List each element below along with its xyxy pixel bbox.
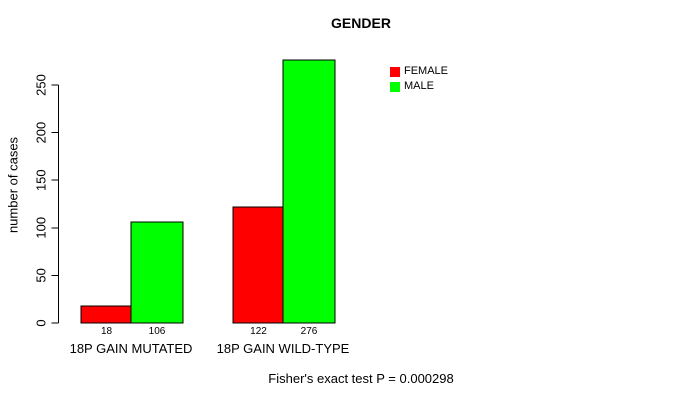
legend-label: FEMALE [404, 65, 449, 77]
y-tick-label: 100 [34, 217, 49, 239]
legend: FEMALE MALE [390, 64, 448, 94]
bar-male-group0 [130, 221, 184, 324]
y-tick-label: 0 [34, 319, 49, 326]
bar-female-group1 [232, 206, 285, 324]
bar-value-label: 18 [101, 326, 113, 337]
category-label: 18P GAIN MUTATED [70, 341, 193, 356]
chart-title: GENDER [331, 15, 391, 31]
bar-value-label: 106 [149, 326, 166, 337]
y-tick-label: 50 [34, 268, 49, 282]
fisher-test-caption: Fisher's exact test P = 0.000298 [268, 371, 454, 386]
category-label: 18P GAIN WILD-TYPE [217, 341, 350, 356]
bar-female-group0 [80, 305, 133, 324]
legend-item: FEMALE [390, 64, 448, 79]
legend-label: MALE [404, 80, 434, 92]
y-tick-label: 200 [34, 122, 49, 144]
bar-value-label: 276 [301, 326, 318, 337]
legend-item: MALE [390, 79, 448, 94]
bar-male-group1 [282, 59, 336, 324]
y-tick-label: 150 [34, 169, 49, 191]
bar-value-label: 122 [250, 326, 267, 337]
legend-swatch-icon [390, 81, 400, 92]
legend-swatch-icon [390, 66, 400, 77]
y-tick-label: 250 [34, 74, 49, 96]
